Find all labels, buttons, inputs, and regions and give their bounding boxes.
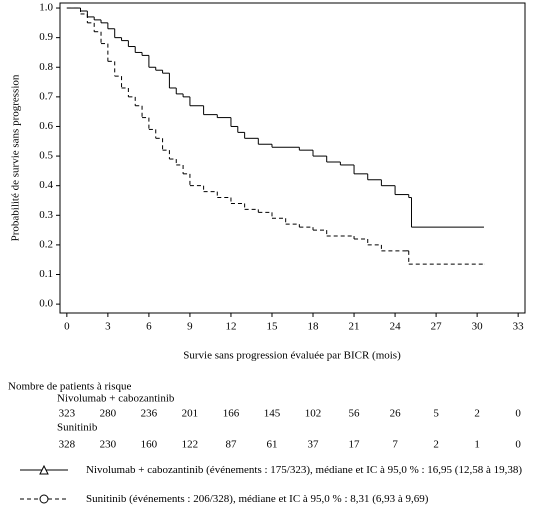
risk-count: 7 [392,439,398,451]
risk-count: 1 [474,439,480,451]
risk-count: 56 [349,408,361,420]
risk-count: 323 [59,408,76,420]
x-tick-label: 9 [187,321,193,333]
risk-count: 26 [390,408,402,420]
y-tick-label: 0.0 [39,298,53,310]
x-tick-label: 21 [349,321,360,333]
y-tick-label: 0.8 [39,61,53,73]
y-tick-label: 0.7 [39,90,53,102]
y-tick-label: 0.1 [39,268,53,280]
legend-entry: Sunitinib (événements : 206/328), médian… [86,493,429,505]
y-tick-label: 0.9 [39,31,53,43]
x-tick-label: 0 [64,321,70,333]
y-tick-label: 0.6 [39,120,53,132]
risk-count: 280 [100,408,117,420]
risk-count: 102 [305,408,322,420]
x-tick-label: 33 [513,321,525,333]
y-tick-label: 0.5 [39,150,53,162]
y-axis-label: Probabilité de survie sans progression [10,74,22,241]
risk-group-name: Sunitinib [57,422,98,434]
y-tick-label: 0.2 [39,238,53,250]
risk-count: 201 [182,408,199,420]
y-tick-label: 0.3 [39,209,53,221]
x-tick-label: 18 [308,321,320,333]
risk-title: Nombre de patients à risque [8,381,132,393]
x-tick-label: 6 [146,321,152,333]
risk-count: 230 [100,439,117,451]
risk-count: 17 [349,439,361,451]
risk-count: 236 [141,408,158,420]
risk-count: 87 [225,439,237,451]
risk-count: 37 [308,439,320,451]
risk-count: 328 [59,439,76,451]
y-tick-label: 0.4 [39,179,53,191]
risk-count: 2 [474,408,480,420]
x-tick-label: 12 [225,321,236,333]
risk-count: 0 [515,408,521,420]
x-tick-label: 3 [105,321,111,333]
legend-entry: Nivolumab + cabozantinib (événements : 1… [86,464,523,476]
x-axis-label: Survie sans progression évaluée par BICR… [183,350,401,362]
risk-count: 122 [182,439,199,451]
legend-sample [20,464,68,504]
x-tick-label: 15 [266,321,278,333]
x-tick-label: 24 [390,321,402,333]
plot-frame [59,2,526,314]
x-tick-label: 30 [472,321,484,333]
x-tick-label: 27 [431,321,443,333]
risk-count: 0 [515,439,521,451]
risk-count: 145 [264,408,281,420]
risk-count: 2 [433,439,439,451]
risk-count: 61 [266,439,277,451]
risk-count: 160 [141,439,158,451]
y-tick-label: 1.0 [39,2,53,14]
risk-group-name: Nivolumab + cabozantinib [57,393,175,405]
risk-count: 5 [433,408,439,420]
risk-count: 166 [223,408,240,420]
